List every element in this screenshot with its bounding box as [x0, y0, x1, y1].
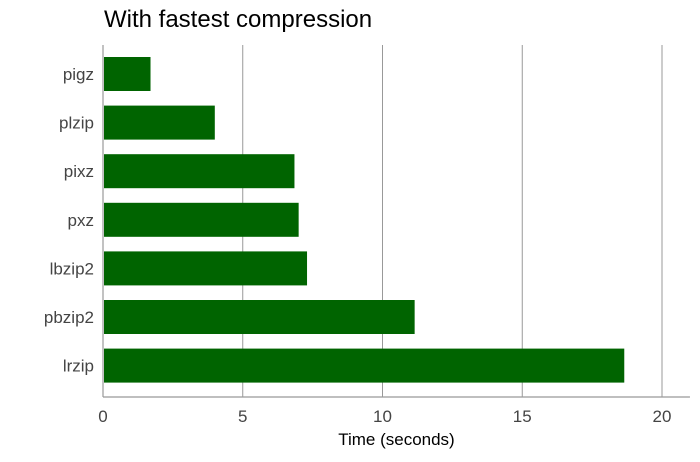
bar-pxz [104, 202, 299, 237]
x-tick-label: 10 [373, 407, 392, 426]
y-tick-label: pxz [68, 211, 94, 230]
bar-lrzip [104, 348, 625, 383]
x-tick-label: 0 [98, 407, 107, 426]
x-tick-label: 20 [653, 407, 672, 426]
y-tick-label: plzip [59, 114, 94, 133]
x-axis-title: Time (seconds) [338, 430, 455, 449]
bar-pixz [104, 154, 295, 189]
gridlines [242, 45, 663, 397]
y-tick-label: pigz [63, 65, 94, 84]
bar-pigz [104, 57, 151, 91]
bar-lbzip2 [104, 251, 308, 286]
axes [102, 45, 690, 398]
chart-title: With fastest compression [104, 6, 373, 33]
x-tick-label: 15 [513, 407, 532, 426]
x-tick-label: 5 [238, 407, 247, 426]
bar-plzip [104, 105, 215, 140]
y-tick-label: pixz [64, 162, 94, 181]
y-tick-label: pbzip2 [44, 308, 94, 327]
bars [104, 57, 625, 383]
y-tick-label: lbzip2 [50, 259, 94, 278]
y-tick-label: lrzip [63, 357, 94, 376]
bar-pbzip2 [104, 300, 415, 334]
tick-labels: 0 5 10 15 20 pigz plzip pixz pxz lbzip2 pbzip2 lrzi… [44, 65, 672, 426]
